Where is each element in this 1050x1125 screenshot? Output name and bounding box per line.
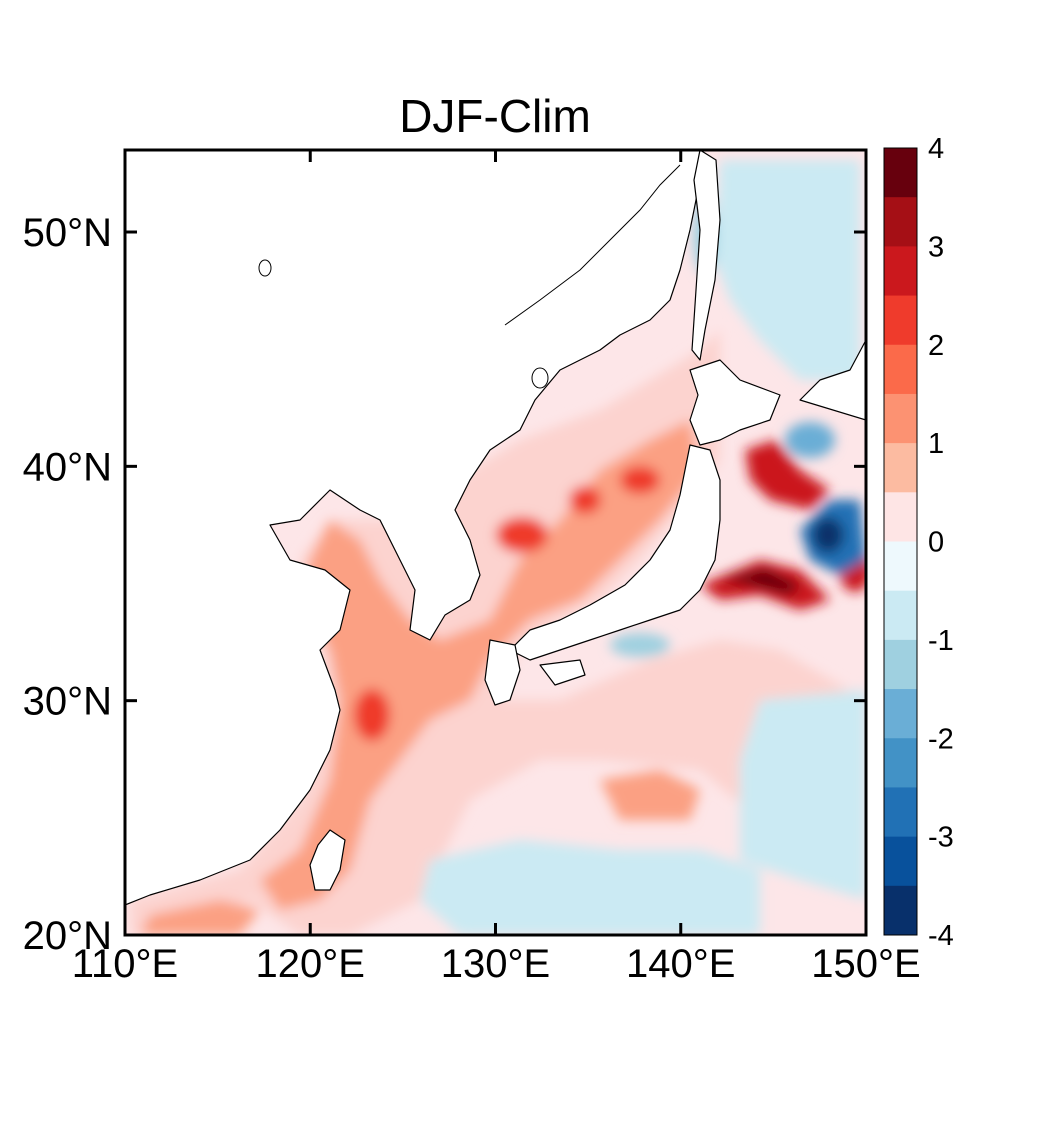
axis-ticks: 110°E 120°E 130°E 140°E 150°E 20°N 30°N 40°N 50°…	[23, 150, 921, 986]
y-tick-label: 40°N	[23, 445, 112, 489]
colorbar-level	[884, 393, 917, 444]
anomaly-region-east-pacific-cool	[740, 690, 866, 900]
colorbar-level	[884, 590, 917, 641]
colorbar-level	[884, 295, 917, 346]
colorbar: 4 3 2 1 0 -1 -2 -3 -4	[883, 133, 954, 952]
colorbar-level	[884, 885, 917, 936]
anomaly-blob-japan-sea-west	[496, 517, 548, 553]
colorbar-tick-label: 2	[928, 330, 944, 362]
land-mass	[125, 150, 866, 906]
colorbar-level	[884, 443, 917, 493]
anomaly-blob-negative-north	[785, 422, 835, 458]
anomaly-blob-japan-sea-east	[620, 466, 660, 494]
x-tick-label: 120°E	[256, 942, 365, 986]
amur-coast-line	[504, 164, 681, 326]
inland-features	[258, 164, 681, 389]
anomaly-region-oyashio-warm	[745, 440, 830, 510]
colorbar-level	[884, 541, 917, 592]
kyushu-island	[484, 639, 521, 706]
small-lake	[258, 259, 272, 277]
kamchatka-coast	[799, 339, 866, 421]
y-tick-label: 20°N	[23, 914, 112, 958]
colorbar-tick-label: -3	[928, 822, 954, 854]
colorbar-tick-label: 3	[928, 231, 944, 263]
colorbar-level	[884, 492, 917, 542]
lake-khanka	[531, 367, 549, 389]
anomaly-region-okhotsk-cool	[715, 160, 860, 380]
anomaly-blob-deep-negative	[812, 517, 844, 553]
colorbar-level	[884, 148, 917, 198]
colorbar-tick-label: 0	[928, 527, 944, 559]
colorbar-level	[884, 344, 917, 395]
colorbar-tick-label: -2	[928, 723, 954, 755]
anomaly-region-moderate-positive	[260, 420, 700, 910]
colorbar-level	[884, 197, 917, 247]
colorbar-level	[884, 689, 917, 739]
anomaly-region-moderate-positive-3	[140, 900, 260, 935]
colorbar-tick-label: 4	[928, 133, 944, 165]
map-area	[125, 150, 866, 935]
colorbar-frame	[883, 147, 918, 936]
shikoku-island	[539, 659, 586, 686]
x-tick-label: 140°E	[626, 942, 735, 986]
colorbar-tick-label: -4	[928, 920, 954, 952]
anomaly-region-pacific-cool	[420, 840, 760, 935]
anomaly-blob-shikoku-cool	[610, 633, 670, 657]
anomaly-region-kuroshio-warm-core	[720, 568, 800, 595]
y-tick-label: 30°N	[23, 680, 112, 724]
x-tick-label: 110°E	[72, 942, 178, 986]
taiwan-island	[309, 829, 346, 891]
map-title: DJF-Clim	[399, 90, 591, 142]
sakhalin-island	[691, 150, 721, 361]
honshu-island	[509, 444, 721, 661]
colorbar-level	[884, 246, 917, 297]
hokkaido-island	[689, 359, 781, 446]
colorbar-level	[884, 738, 917, 788]
x-tick-label: 150°E	[811, 942, 920, 986]
anomaly-region-moderate-positive-2	[600, 770, 700, 820]
anomaly-field	[130, 160, 866, 935]
anomaly-blob-japan-sea-center	[569, 486, 601, 514]
asian-mainland	[125, 150, 701, 906]
x-tick-label: 130°E	[441, 942, 550, 986]
colorbar-level	[884, 639, 917, 690]
y-tick-label: 50°N	[23, 211, 112, 255]
colorbar-level	[884, 787, 917, 838]
colorbar-level	[884, 836, 917, 887]
colorbar-tick-label: -1	[928, 625, 954, 657]
colorbar-tick-label: 1	[928, 428, 944, 460]
anomaly-blob-east-china-sea	[354, 689, 390, 741]
